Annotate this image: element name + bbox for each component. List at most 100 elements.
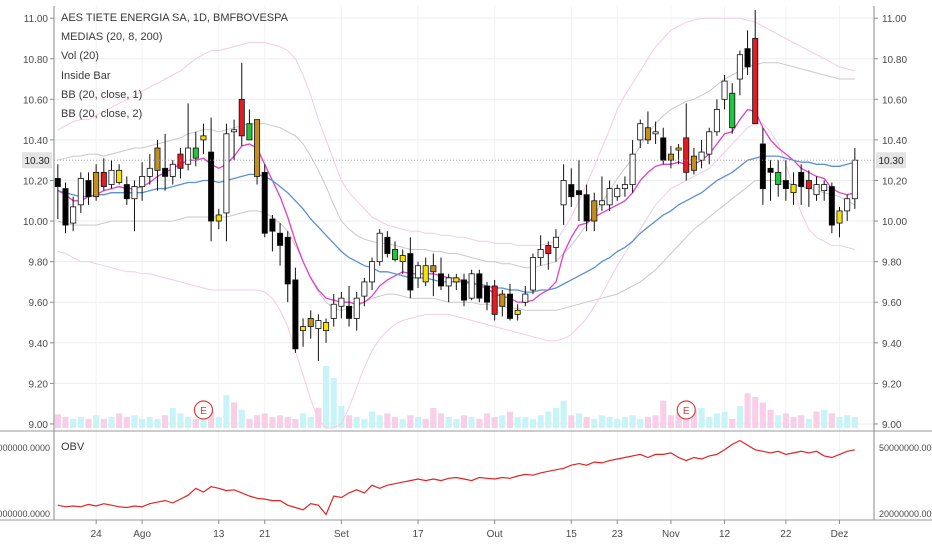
candle[interactable] (805, 170, 812, 207)
candle[interactable] (476, 269, 483, 303)
candle[interactable] (169, 160, 176, 185)
candle[interactable] (131, 180, 138, 232)
earnings-marker[interactable]: E (193, 400, 214, 420)
candle[interactable] (821, 180, 828, 201)
candle[interactable] (246, 109, 253, 141)
candle[interactable] (445, 273, 452, 303)
candle[interactable] (675, 143, 682, 165)
candle[interactable] (231, 119, 238, 161)
candle[interactable] (844, 194, 851, 222)
candle[interactable] (560, 164, 567, 226)
candle[interactable] (77, 172, 84, 213)
candle[interactable] (346, 285, 353, 327)
candle[interactable] (522, 285, 529, 307)
candle[interactable] (108, 160, 115, 189)
candle[interactable] (621, 176, 628, 197)
candle[interactable] (644, 111, 651, 144)
candle[interactable] (330, 294, 337, 327)
candle[interactable] (369, 257, 376, 291)
candle[interactable] (399, 249, 406, 274)
candle[interactable] (637, 119, 644, 149)
candle[interactable] (292, 267, 299, 353)
candle[interactable] (468, 269, 475, 301)
candle[interactable] (798, 164, 805, 205)
candle[interactable] (537, 235, 544, 266)
candle[interactable] (361, 277, 368, 307)
candle[interactable] (284, 231, 291, 303)
candle[interactable] (575, 160, 582, 222)
candle[interactable] (323, 318, 330, 343)
candle[interactable] (200, 123, 207, 155)
candle[interactable] (744, 30, 751, 75)
candle[interactable] (430, 253, 437, 297)
candle[interactable] (782, 160, 789, 201)
candle[interactable] (828, 182, 835, 234)
candle[interactable] (667, 145, 674, 169)
candle[interactable] (690, 148, 697, 175)
candle[interactable] (177, 148, 184, 179)
obv-label[interactable]: OBV (61, 441, 85, 453)
candle[interactable] (499, 290, 506, 317)
candle[interactable] (736, 50, 743, 96)
legend-volume[interactable]: Vol (20) (61, 50, 99, 62)
candle[interactable] (759, 127, 766, 205)
candle[interactable] (568, 168, 575, 207)
candle[interactable] (215, 208, 222, 230)
candle[interactable] (752, 10, 759, 125)
candles[interactable] (54, 10, 858, 362)
candle[interactable] (606, 180, 613, 211)
candle[interactable] (185, 103, 192, 171)
candle[interactable] (483, 281, 490, 311)
candle[interactable] (300, 318, 307, 347)
candle[interactable] (338, 292, 345, 319)
legend-inside-bar[interactable]: Inside Bar (61, 70, 111, 82)
candle[interactable] (93, 164, 100, 201)
candle[interactable] (54, 164, 61, 220)
candle[interactable] (254, 119, 261, 185)
legend-bb-1[interactable]: BB (20, close, 1) (61, 89, 143, 101)
candle[interactable] (552, 229, 559, 262)
candle[interactable] (529, 253, 536, 295)
candle[interactable] (384, 231, 391, 258)
candle[interactable] (100, 158, 107, 191)
candle[interactable] (491, 279, 498, 321)
candle[interactable] (453, 273, 460, 291)
candle[interactable] (162, 133, 169, 191)
legend-symbol[interactable]: AES TIETE ENERGIA SA, 1D, BMFBOVESPA (61, 12, 288, 24)
obv-pane[interactable]: 50000000.0000 50000000.0000 20000000.0000 2… (0, 439, 932, 520)
candle[interactable] (62, 182, 69, 234)
candle[interactable] (307, 310, 314, 339)
candle[interactable] (85, 172, 92, 205)
candle[interactable] (192, 131, 199, 167)
candle[interactable] (269, 214, 276, 252)
candle[interactable] (629, 139, 636, 193)
candle[interactable] (261, 164, 268, 238)
candle[interactable] (583, 184, 590, 232)
candle[interactable] (698, 139, 705, 169)
candle[interactable] (706, 127, 713, 165)
candle[interactable] (422, 257, 429, 286)
candle[interactable] (438, 257, 445, 291)
candle[interactable] (652, 121, 659, 144)
candle[interactable] (729, 83, 736, 134)
candle[interactable] (123, 176, 130, 205)
candle[interactable] (660, 127, 667, 165)
candle[interactable] (721, 74, 728, 110)
candle[interactable] (767, 160, 774, 201)
candle[interactable] (223, 123, 230, 242)
candle[interactable] (146, 154, 153, 185)
candle[interactable] (591, 192, 598, 232)
candle[interactable] (713, 99, 720, 136)
candle[interactable] (415, 261, 422, 289)
candle[interactable] (208, 117, 215, 242)
candle[interactable] (506, 283, 513, 321)
candle[interactable] (70, 196, 77, 232)
candle[interactable] (851, 148, 858, 209)
candle[interactable] (376, 229, 383, 266)
candle[interactable] (139, 162, 146, 201)
candle[interactable] (598, 176, 605, 211)
candle[interactable] (683, 103, 690, 181)
candle[interactable] (154, 139, 161, 191)
